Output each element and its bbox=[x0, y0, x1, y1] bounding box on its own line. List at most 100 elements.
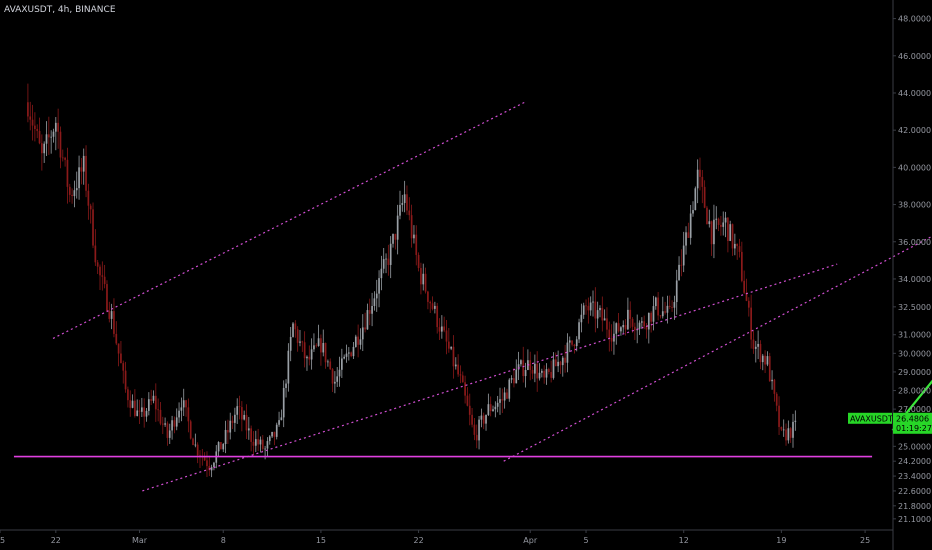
candle bbox=[113, 298, 115, 338]
candle bbox=[550, 360, 552, 383]
candle-body bbox=[710, 221, 713, 245]
candle bbox=[292, 321, 294, 338]
candle-body bbox=[559, 361, 562, 366]
candle bbox=[487, 393, 490, 417]
x-tick-label: 12 bbox=[679, 536, 689, 545]
candle bbox=[87, 183, 90, 220]
candle bbox=[313, 333, 315, 352]
candle bbox=[399, 190, 401, 220]
candle-body bbox=[341, 358, 343, 370]
candle bbox=[375, 279, 378, 312]
candle-body bbox=[194, 444, 197, 446]
candle bbox=[57, 108, 59, 149]
candle bbox=[661, 296, 664, 319]
candle bbox=[159, 401, 162, 426]
candle-body bbox=[685, 232, 687, 246]
candle-body bbox=[515, 369, 518, 384]
candle bbox=[564, 344, 566, 373]
candle-body bbox=[206, 460, 208, 467]
candle bbox=[585, 299, 587, 315]
candle-body bbox=[417, 254, 420, 269]
candle-body bbox=[150, 399, 153, 401]
candle-body bbox=[494, 406, 497, 410]
candle bbox=[520, 359, 522, 367]
candle bbox=[424, 267, 427, 294]
candle bbox=[666, 295, 669, 324]
candle bbox=[527, 349, 529, 371]
candle bbox=[752, 330, 755, 354]
candle-body bbox=[608, 329, 611, 339]
candle-body bbox=[71, 194, 73, 197]
candle bbox=[117, 343, 120, 367]
candle bbox=[445, 320, 448, 355]
candle bbox=[31, 104, 34, 141]
candle-body bbox=[394, 234, 397, 240]
candle bbox=[538, 363, 541, 381]
candle-body bbox=[387, 258, 390, 265]
candle-body bbox=[375, 293, 378, 299]
candle bbox=[187, 398, 190, 433]
candle bbox=[706, 205, 708, 225]
x-tick-label: 8 bbox=[221, 536, 226, 545]
candle-body bbox=[645, 326, 648, 330]
candle-body bbox=[480, 415, 483, 420]
candle bbox=[794, 410, 797, 431]
candle bbox=[106, 280, 108, 313]
y-tick-label: 23.4000 bbox=[898, 472, 931, 481]
candle bbox=[771, 370, 773, 390]
candle-body bbox=[517, 364, 520, 370]
candle-body bbox=[673, 302, 676, 308]
candle-body bbox=[34, 125, 36, 130]
candle bbox=[757, 330, 759, 360]
candle-body bbox=[443, 326, 446, 331]
candle-body bbox=[617, 323, 620, 332]
candle-body bbox=[36, 129, 39, 131]
candle bbox=[575, 336, 578, 352]
candle-body bbox=[401, 203, 404, 205]
x-tick-label: 5 bbox=[583, 536, 588, 545]
candle bbox=[678, 256, 680, 281]
candle bbox=[664, 301, 666, 315]
candle bbox=[245, 404, 248, 439]
candle-body bbox=[271, 431, 273, 437]
y-tick-label: 40.0000 bbox=[898, 163, 931, 172]
candle bbox=[361, 314, 364, 352]
candle-body bbox=[424, 273, 427, 292]
candle-body bbox=[482, 415, 485, 424]
candle bbox=[317, 324, 320, 347]
candle bbox=[529, 351, 532, 381]
candle-body bbox=[743, 280, 746, 293]
candle bbox=[494, 401, 497, 418]
candle-body bbox=[522, 360, 525, 377]
candle-body bbox=[638, 322, 641, 329]
candle bbox=[743, 270, 746, 295]
candle bbox=[627, 297, 629, 331]
candle bbox=[617, 312, 620, 333]
candle-body bbox=[561, 357, 564, 366]
candle bbox=[261, 435, 264, 452]
candle-body bbox=[729, 224, 732, 241]
candle bbox=[513, 367, 515, 388]
candle-body bbox=[275, 424, 278, 437]
candle bbox=[222, 442, 225, 453]
candle-body bbox=[589, 302, 592, 311]
candle-body bbox=[231, 420, 234, 423]
candle bbox=[703, 180, 706, 209]
candle-body bbox=[627, 309, 629, 330]
candle bbox=[359, 328, 362, 350]
candle bbox=[413, 225, 415, 244]
candle bbox=[427, 290, 429, 310]
candle bbox=[241, 401, 243, 432]
candle bbox=[157, 398, 159, 422]
candle bbox=[582, 302, 585, 319]
candle bbox=[392, 233, 394, 248]
candle-body bbox=[792, 421, 794, 438]
candle bbox=[341, 348, 343, 378]
candle bbox=[631, 317, 634, 333]
candle-body bbox=[131, 400, 134, 408]
candle bbox=[64, 156, 66, 167]
candle bbox=[294, 320, 297, 338]
candle bbox=[671, 300, 673, 312]
